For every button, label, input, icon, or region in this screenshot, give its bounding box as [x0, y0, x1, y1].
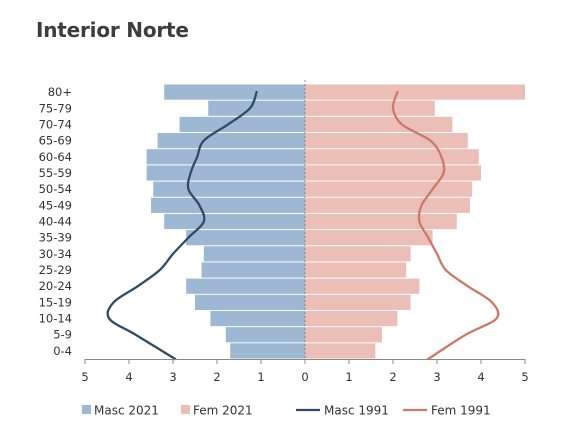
bar-fem-2021-55-59 — [305, 165, 481, 181]
bar-masc-2021-60-64 — [146, 149, 305, 165]
line-fem-1991 — [391, 90, 500, 361]
y-tick-label: 10-14 — [39, 312, 72, 326]
bar-masc-2021-30-34 — [203, 246, 305, 262]
y-tick-label: 70-74 — [39, 117, 72, 131]
y-tick-label: 20-24 — [39, 279, 72, 293]
y-tick-label: 60-64 — [39, 150, 72, 164]
y-tick-label: 35-39 — [39, 231, 72, 245]
y-tick-label: 15-19 — [39, 295, 72, 309]
x-tick-label: 0 — [301, 370, 308, 384]
legend-swatch-fem-2021 — [181, 405, 190, 414]
y-tick-label: 45-49 — [39, 198, 72, 212]
bar-masc-2021-45-49 — [151, 197, 305, 213]
chart-title: Interior Norte — [36, 18, 189, 42]
bar-masc-2021-50-54 — [153, 181, 305, 197]
bar-fem-2021-70-74 — [305, 116, 453, 133]
bar-masc-2021-70-74 — [179, 116, 305, 133]
legend-label-masc-1991: Masc 1991 — [324, 404, 389, 418]
x-tick-label: 4 — [477, 370, 484, 384]
bar-masc-2021-40-44 — [164, 213, 305, 230]
bar-fem-2021-10-14 — [305, 310, 398, 327]
y-tick-label: 55-59 — [39, 166, 72, 180]
x-tick-label: 5 — [521, 370, 528, 384]
bar-masc-2021-5-9 — [225, 327, 305, 343]
bar-fem-2021-65-69 — [305, 133, 468, 149]
bar-fem-2021-25-29 — [305, 262, 407, 278]
bar-fem-2021-80+ — [305, 84, 525, 100]
bar-fem-2021-50-54 — [305, 181, 473, 197]
y-tick-label: 5-9 — [53, 328, 72, 342]
bar-masc-2021-10-14 — [210, 310, 305, 327]
y-tick-label: 0-4 — [53, 344, 72, 358]
y-tick-label: 40-44 — [39, 215, 72, 229]
line-masc-1991 — [106, 90, 258, 361]
legend: Masc 2021 Fem 2021 Masc 1991 Fem 1991 — [82, 404, 491, 418]
y-tick-label: 30-34 — [39, 247, 72, 261]
y-tick-label: 80+ — [48, 85, 72, 99]
bar-fem-2021-0-4 — [305, 343, 376, 359]
y-tick-label: 65-69 — [39, 134, 72, 148]
legend-swatch-masc-2021 — [82, 405, 91, 414]
bar-masc-2021-20-24 — [186, 278, 305, 294]
x-tick-label: 4 — [125, 370, 132, 384]
bar-masc-2021-80+ — [164, 84, 305, 100]
bar-fem-2021-35-39 — [305, 230, 433, 246]
bars-group — [146, 84, 525, 359]
x-tick-label: 1 — [257, 370, 264, 384]
x-tick-label: 3 — [433, 370, 440, 384]
axes-group: 5 4 3 2 1 0 1 2 3 4 5 0-4 5-9 10-14 15-19 20-24 25-29 30-… — [39, 80, 529, 384]
y-tick-label: 25-29 — [39, 263, 72, 277]
x-tick-label: 3 — [169, 370, 176, 384]
legend-label-masc-2021: Masc 2021 — [94, 404, 159, 418]
bar-masc-2021-55-59 — [146, 165, 305, 181]
x-tick-label: 1 — [345, 370, 352, 384]
legend-label-fem-2021: Fem 2021 — [193, 404, 253, 418]
bar-masc-2021-35-39 — [186, 230, 305, 246]
lines-group — [106, 90, 500, 361]
bar-fem-2021-30-34 — [305, 246, 411, 262]
x-tick-label: 2 — [389, 370, 396, 384]
x-tick-label: 5 — [81, 370, 88, 384]
y-tick-label: 75-79 — [39, 101, 72, 115]
bar-fem-2021-75-79 — [305, 100, 435, 116]
bar-fem-2021-45-49 — [305, 197, 470, 213]
legend-label-fem-1991: Fem 1991 — [431, 404, 491, 418]
bar-fem-2021-20-24 — [305, 278, 420, 294]
bar-masc-2021-65-69 — [157, 133, 305, 149]
y-tick-label: 50-54 — [39, 182, 72, 196]
bar-masc-2021-15-19 — [195, 294, 305, 310]
bar-masc-2021-0-4 — [230, 343, 305, 359]
x-tick-label: 2 — [213, 370, 220, 384]
bar-fem-2021-40-44 — [305, 213, 457, 230]
bar-fem-2021-5-9 — [305, 327, 382, 343]
bar-masc-2021-75-79 — [208, 100, 305, 116]
bar-fem-2021-60-64 — [305, 149, 479, 165]
bar-masc-2021-25-29 — [201, 262, 305, 278]
bar-fem-2021-15-19 — [305, 294, 411, 310]
